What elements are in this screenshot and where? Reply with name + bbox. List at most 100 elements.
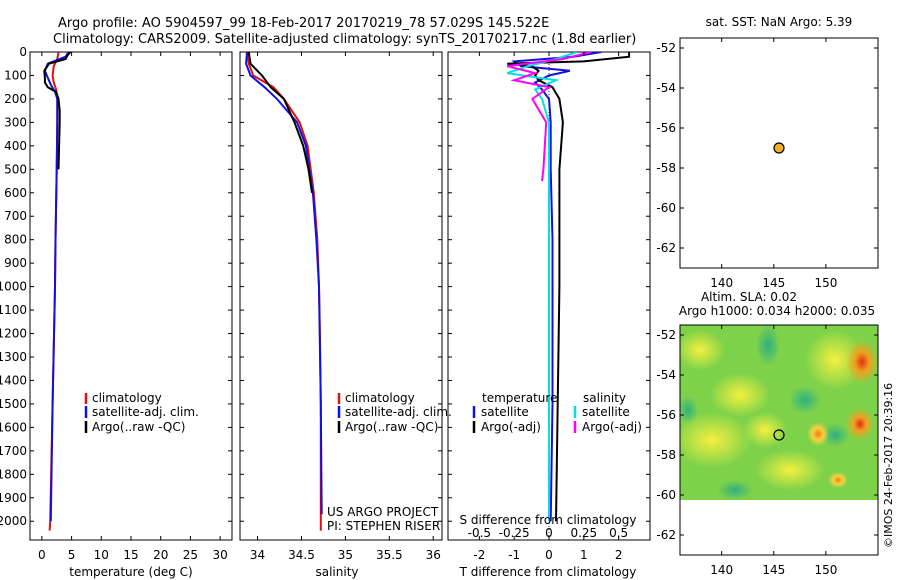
s-tick-label: 0.5 <box>609 526 628 540</box>
heatmap-teal-patch <box>680 396 698 424</box>
sla-map-title: Altim. SLA: 0.02 <box>701 290 797 304</box>
x-tick-label: -2 <box>473 548 485 562</box>
y-tick-label: 2000 <box>0 514 27 528</box>
sst-map-frame <box>679 37 879 269</box>
x-tick-label: 140 <box>710 563 733 577</box>
y-tick-label: 1400 <box>0 373 27 387</box>
y-tick-label: 1600 <box>0 420 27 434</box>
x-tick-label: 34 <box>250 548 265 562</box>
x-tick-label: 35 <box>338 548 353 562</box>
x-tick-label: 0 <box>545 548 553 562</box>
y-tick-label: 1000 <box>0 280 27 294</box>
legend-s-argo-label: Argo(-adj) <box>582 420 642 434</box>
sla-map-panel: Altim. SLA: 0.02 Argo h1000: 0.034 h2000… <box>656 290 879 577</box>
y-tick-label: 1700 <box>0 444 27 458</box>
sla-heatmap <box>680 325 878 500</box>
legend-climatology-label: climatology <box>92 391 162 405</box>
legend-argo-label: Argo(..raw -QC) <box>345 420 438 434</box>
x-tick-label: 5 <box>68 548 76 562</box>
difference-legend: temperature salinity satellite Argo(-adj… <box>472 391 642 434</box>
t-difference-xlabel: T difference from climatology <box>459 565 637 579</box>
legend-satellite-label: satellite-adj. clim. <box>92 405 199 419</box>
figure-title-line1: Argo profile: AO 5904597_99 18-Feb-2017 … <box>58 16 549 31</box>
legend-climatology-label: climatology <box>345 391 415 405</box>
y-tick-label: 1200 <box>0 327 27 341</box>
x-tick-label: 150 <box>814 276 837 290</box>
sst-map-title: sat. SST: NaN Argo: 5.39 <box>706 15 853 29</box>
heatmap-warm-blob <box>846 340 878 384</box>
y-tick-label: 700 <box>4 209 27 223</box>
temperature-panel: 0 5 10 15 20 25 300100200300400500600700800900… <box>0 45 233 579</box>
series-line-salinity-satellite <box>506 52 578 522</box>
y-tick-label: -56 <box>656 121 676 135</box>
sla-map-subtitle: Argo h1000: 0.034 h2000: 0.035 <box>679 304 875 318</box>
x-tick-label: 2 <box>615 548 623 562</box>
legend-temperature-title: temperature <box>482 391 557 405</box>
heatmap-yellow-patch <box>680 330 725 370</box>
legend-satellite-label: satellite-adj. clim. <box>345 405 452 419</box>
x-tick-label: 30 <box>212 548 227 562</box>
sla-map-frame <box>679 324 879 556</box>
heatmap-teal-patch <box>756 325 780 367</box>
x-tick-label: 0 <box>38 548 46 562</box>
difference-panel: -2 -1 0 1 2 -0.5 -0.25 0 0.25 0.5 temperature sal… <box>447 51 651 579</box>
x-tick-label: 20 <box>153 548 168 562</box>
series-line-argo-raw-qc- <box>247 52 313 193</box>
y-tick-label: 800 <box>4 233 27 247</box>
y-tick-label: 1300 <box>0 350 27 364</box>
salinity-panel: 34 34.5 35 35.5 36 climatology satellite-adj… <box>239 51 452 579</box>
y-tick-label: 1100 <box>0 303 27 317</box>
y-tick-label: 400 <box>4 139 27 153</box>
x-tick-label: 1 <box>580 548 588 562</box>
argo-position-marker <box>773 429 785 441</box>
heatmap-yellow-patch <box>755 450 825 490</box>
y-tick-label: 600 <box>4 186 27 200</box>
y-tick-label: 300 <box>4 115 27 129</box>
y-tick-label: -52 <box>656 41 676 55</box>
x-tick-label: 35.5 <box>376 548 403 562</box>
series-line-argo-raw-qc- <box>43 52 72 170</box>
x-tick-label: 140 <box>710 276 733 290</box>
salinity-xlabel: salinity <box>315 565 358 579</box>
s-tick-label: -0.5 <box>468 526 491 540</box>
temperature-legend: climatology satellite-adj. clim. Argo(..… <box>84 391 199 434</box>
series-line-temperature-argo-adj- <box>507 52 631 522</box>
y-tick-label: 1900 <box>0 491 27 505</box>
x-tick-label: 145 <box>762 276 785 290</box>
y-tick-label: -54 <box>656 81 676 95</box>
series-line-satellite-adj-clim- <box>245 52 323 515</box>
heatmap-warm-blob <box>846 408 874 440</box>
y-tick-label: 0 <box>19 45 27 59</box>
salinity-axes-frame <box>239 51 443 541</box>
series-line-climatology <box>246 52 322 531</box>
legend-t-satellite-label: satellite <box>481 405 529 419</box>
project-annotation: US ARGO PROJECT <box>327 505 439 519</box>
s-tick-label: 0.25 <box>570 526 597 540</box>
y-tick-label: -62 <box>656 528 676 542</box>
y-tick-label: 500 <box>4 162 27 176</box>
x-tick-label: 145 <box>762 563 785 577</box>
y-tick-label: -62 <box>656 241 676 255</box>
imos-watermark: ©IMOS 24-Feb-2017 20:39:16 <box>882 383 895 548</box>
heatmap-teal-patch <box>717 480 753 500</box>
s-tick-label: 0 <box>545 526 553 540</box>
s-difference-label: S difference from climatology <box>460 513 637 527</box>
y-tick-label: -52 <box>656 328 676 342</box>
y-tick-label: 100 <box>4 68 27 82</box>
legend-t-argo-label: Argo(-adj) <box>481 420 541 434</box>
heatmap-teal-patch <box>821 423 849 447</box>
pi-annotation: PI: STEPHEN RISER <box>327 519 440 533</box>
y-tick-label: -54 <box>656 368 676 382</box>
x-tick-label: 10 <box>94 548 109 562</box>
x-tick-label: 15 <box>123 548 138 562</box>
sst-map-panel: sat. SST: NaN Argo: 5.39 140 145 150 -52 -54… <box>656 15 879 290</box>
y-tick-label: 1800 <box>0 467 27 481</box>
y-tick-label: 900 <box>4 256 27 270</box>
series-line-salinity-argo-adj- <box>506 52 592 182</box>
x-tick-label: 34.5 <box>288 548 315 562</box>
heatmap-warm-blob <box>807 422 829 446</box>
x-tick-label: 25 <box>183 548 198 562</box>
x-tick-label: 36 <box>426 548 441 562</box>
y-tick-label: -60 <box>656 201 676 215</box>
